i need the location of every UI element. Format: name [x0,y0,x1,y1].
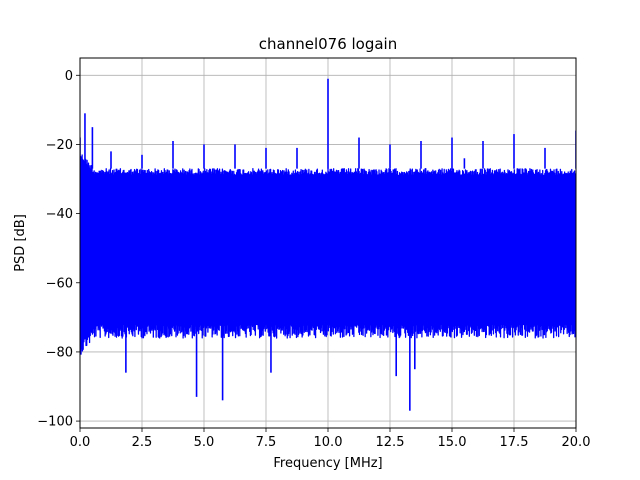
x-tick-label: 0.0 [70,435,91,450]
psd-series-line [80,154,576,355]
x-tick-label: 7.5 [256,435,277,450]
x-tick-label: 10.0 [314,435,343,450]
y-axis-label: PSD [dB] [13,214,28,272]
y-tick-label: −40 [46,207,73,222]
spur-lines [80,78,576,411]
x-tick-label: 2.5 [132,435,153,450]
x-tick-label: 17.5 [500,435,529,450]
x-axis-label: Frequency [MHz] [273,456,382,471]
x-tick-label: 12.5 [376,435,405,450]
y-tick-label: −20 [46,138,73,153]
x-tick-label: 5.0 [194,435,215,450]
y-tick-label: −100 [37,415,73,430]
y-axis-ticks: 0 −20 −40 −60 −80 −100 [37,69,80,430]
x-axis-ticks: 0.0 2.5 5.0 7.5 10.0 12.5 15.0 17.5 20.0 [70,428,591,450]
y-tick-label: −80 [46,345,73,360]
chart-title: channel076 logain [259,35,398,53]
x-tick-label: 20.0 [562,435,591,450]
y-tick-label: 0 [65,69,73,84]
x-tick-label: 15.0 [438,435,467,450]
y-tick-label: −60 [46,276,73,291]
plot-series [80,78,576,411]
